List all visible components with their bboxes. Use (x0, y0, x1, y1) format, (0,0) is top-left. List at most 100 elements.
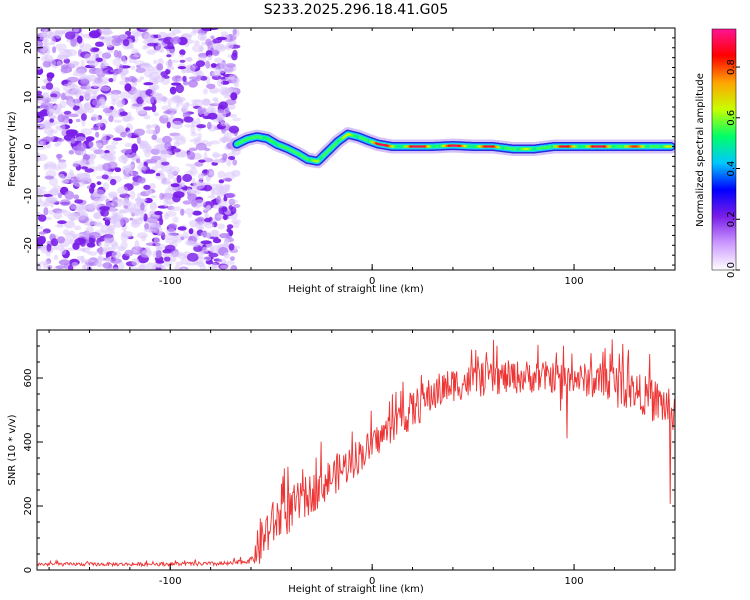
noise-blob (100, 224, 110, 233)
noise-blob (150, 195, 157, 199)
noise-blob (164, 212, 170, 220)
noise-blob (85, 136, 95, 142)
noise-blob (84, 172, 90, 179)
noise-blob (179, 54, 184, 58)
x-tick-label: 0 (369, 576, 375, 587)
noise-blob (126, 130, 132, 139)
noise-blob (100, 209, 109, 217)
noise-blob (197, 251, 204, 259)
noise-blob (119, 91, 130, 100)
noise-blob (183, 116, 194, 123)
noise-blob (74, 237, 86, 246)
noise-blob (170, 254, 177, 263)
noise-blob (137, 216, 144, 222)
noise-blob (95, 67, 103, 75)
noise-blob (194, 218, 204, 222)
noise-blob (80, 158, 87, 166)
noise-blob (105, 144, 117, 151)
noise-blob (113, 119, 122, 123)
noise-blob (63, 110, 72, 115)
noise-blob (95, 175, 104, 180)
noise-blob (173, 177, 178, 184)
noise-blob (158, 149, 168, 155)
noise-blob (216, 195, 222, 204)
noise-blob (70, 38, 77, 47)
noise-blob (138, 111, 148, 115)
noise-blob (64, 190, 75, 200)
noise-blob (221, 206, 228, 212)
noise-blob (50, 87, 61, 92)
noise-blob (111, 35, 121, 39)
noise-blob (212, 38, 223, 44)
noise-blob (120, 241, 128, 250)
noise-blob (106, 37, 111, 46)
noise-blob (136, 78, 142, 83)
noise-blob (48, 96, 58, 102)
noise-blob (104, 240, 110, 247)
noise-blob (192, 28, 197, 34)
noise-blob (89, 147, 97, 151)
noise-blob (163, 256, 171, 262)
x-tick-label: 100 (565, 576, 584, 587)
noise-blob (38, 196, 42, 203)
noise-blob (57, 236, 66, 244)
noise-blob (229, 114, 238, 118)
noise-blob (212, 97, 218, 102)
noise-blob (137, 177, 146, 184)
noise-blob (184, 208, 194, 215)
noise-blob (139, 76, 145, 80)
noise-blob (69, 102, 75, 109)
noise-blob (37, 188, 43, 196)
noise-blob (67, 212, 79, 221)
noise-blob (111, 37, 123, 47)
noise-blob (151, 86, 157, 95)
noise-blob (37, 225, 44, 230)
noise-blob (175, 239, 182, 243)
noise-blob (118, 261, 125, 270)
noise-blob (231, 169, 241, 177)
noise-blob (124, 249, 134, 257)
noise-blob (90, 127, 101, 131)
noise-blob (180, 208, 185, 216)
noise-blob (119, 217, 130, 224)
noise-blob (70, 88, 82, 96)
noise-blob (172, 216, 179, 223)
noise-blob (108, 194, 116, 199)
noise-blob (170, 37, 181, 44)
noise-blob (82, 259, 95, 263)
noise-blob (202, 98, 211, 106)
noise-blob (232, 28, 237, 36)
noise-blob (209, 140, 221, 145)
noise-blob (74, 136, 87, 142)
noise-blob (220, 184, 231, 190)
noise-blob (151, 134, 157, 141)
noise-blob (184, 239, 194, 246)
noise-blob (146, 124, 153, 129)
x-tick-label: -100 (159, 276, 182, 287)
noise-blob (211, 230, 219, 238)
noise-blob (43, 126, 54, 135)
snr-x-ticks: -100 0 100 (48, 330, 656, 587)
noise-blob (131, 258, 140, 266)
noise-blob (134, 240, 140, 249)
noise-blob (200, 231, 211, 238)
noise-blob (42, 60, 52, 68)
noise-blob (57, 114, 65, 123)
noise-blob (206, 204, 211, 209)
noise-blob (92, 90, 97, 99)
noise-blob (145, 169, 156, 174)
noise-blob (201, 41, 206, 46)
noise-blob (99, 28, 111, 35)
noise-blob (212, 238, 222, 244)
noise-blob (76, 255, 85, 261)
colorbar-tick-label: 0.2 (726, 211, 737, 227)
noise-blob (37, 244, 47, 251)
noise-blob (186, 56, 193, 63)
noise-blob (80, 78, 90, 86)
noise-blob (154, 210, 163, 216)
noise-blob (175, 97, 183, 105)
noise-blob (50, 93, 58, 98)
noise-blob (84, 53, 92, 62)
noise-blob (171, 82, 182, 86)
